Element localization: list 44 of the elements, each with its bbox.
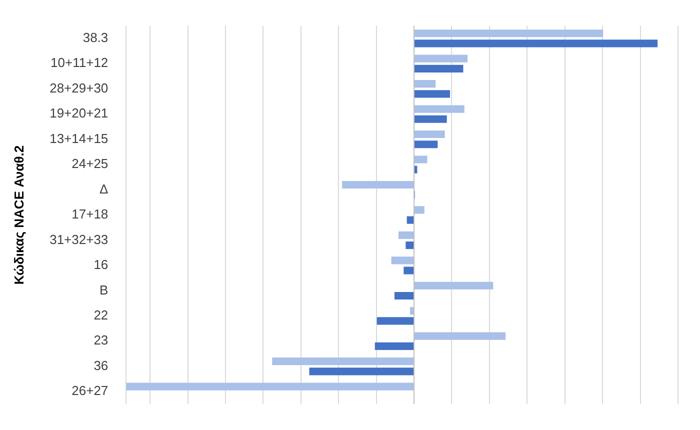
bar <box>374 342 414 350</box>
y-tick-label: 17+18 <box>72 206 108 222</box>
bar <box>272 358 414 366</box>
y-tick-label: 13+14+15 <box>50 130 108 146</box>
y-tick-label: Β <box>99 282 108 298</box>
bar <box>342 180 414 189</box>
y-tick-label: 24+25 <box>72 156 108 172</box>
bar <box>414 282 494 290</box>
y-tick-label: 31+32+33 <box>50 232 108 247</box>
y-tick-label: 16 <box>94 257 108 272</box>
bar <box>414 30 604 38</box>
bar <box>414 80 436 88</box>
bar <box>414 64 464 72</box>
bar <box>414 40 658 48</box>
y-tick-label: 28+29+30 <box>50 80 108 96</box>
bar <box>414 140 438 148</box>
bar <box>414 54 468 62</box>
bar <box>126 382 414 390</box>
bar <box>406 216 414 224</box>
bar <box>398 231 414 239</box>
y-tick-label: Δ <box>99 181 108 196</box>
bar <box>394 292 414 300</box>
y-tick-label: 19+20+21 <box>50 106 108 121</box>
bar <box>414 166 418 174</box>
bar <box>414 90 450 98</box>
bar <box>404 266 414 274</box>
y-tick-label: 23 <box>94 332 108 348</box>
bar <box>410 307 414 315</box>
bar <box>406 241 414 250</box>
y-tick-label: 10+11+12 <box>50 55 108 70</box>
bar <box>414 105 464 113</box>
y-axis-title: Κώδικας NACE Αναθ.2 <box>11 145 26 285</box>
bar <box>376 317 414 325</box>
bar <box>309 368 414 376</box>
y-tick-label: 36 <box>94 358 108 373</box>
bar <box>414 130 445 138</box>
bar <box>414 156 428 164</box>
y-tick-label: 26+27 <box>72 383 108 398</box>
bar <box>391 256 414 264</box>
y-tick-label: 22 <box>94 307 108 322</box>
bar <box>414 206 424 214</box>
bar <box>414 115 447 123</box>
bar <box>414 332 506 340</box>
y-tick-label: 38.3 <box>82 30 108 45</box>
